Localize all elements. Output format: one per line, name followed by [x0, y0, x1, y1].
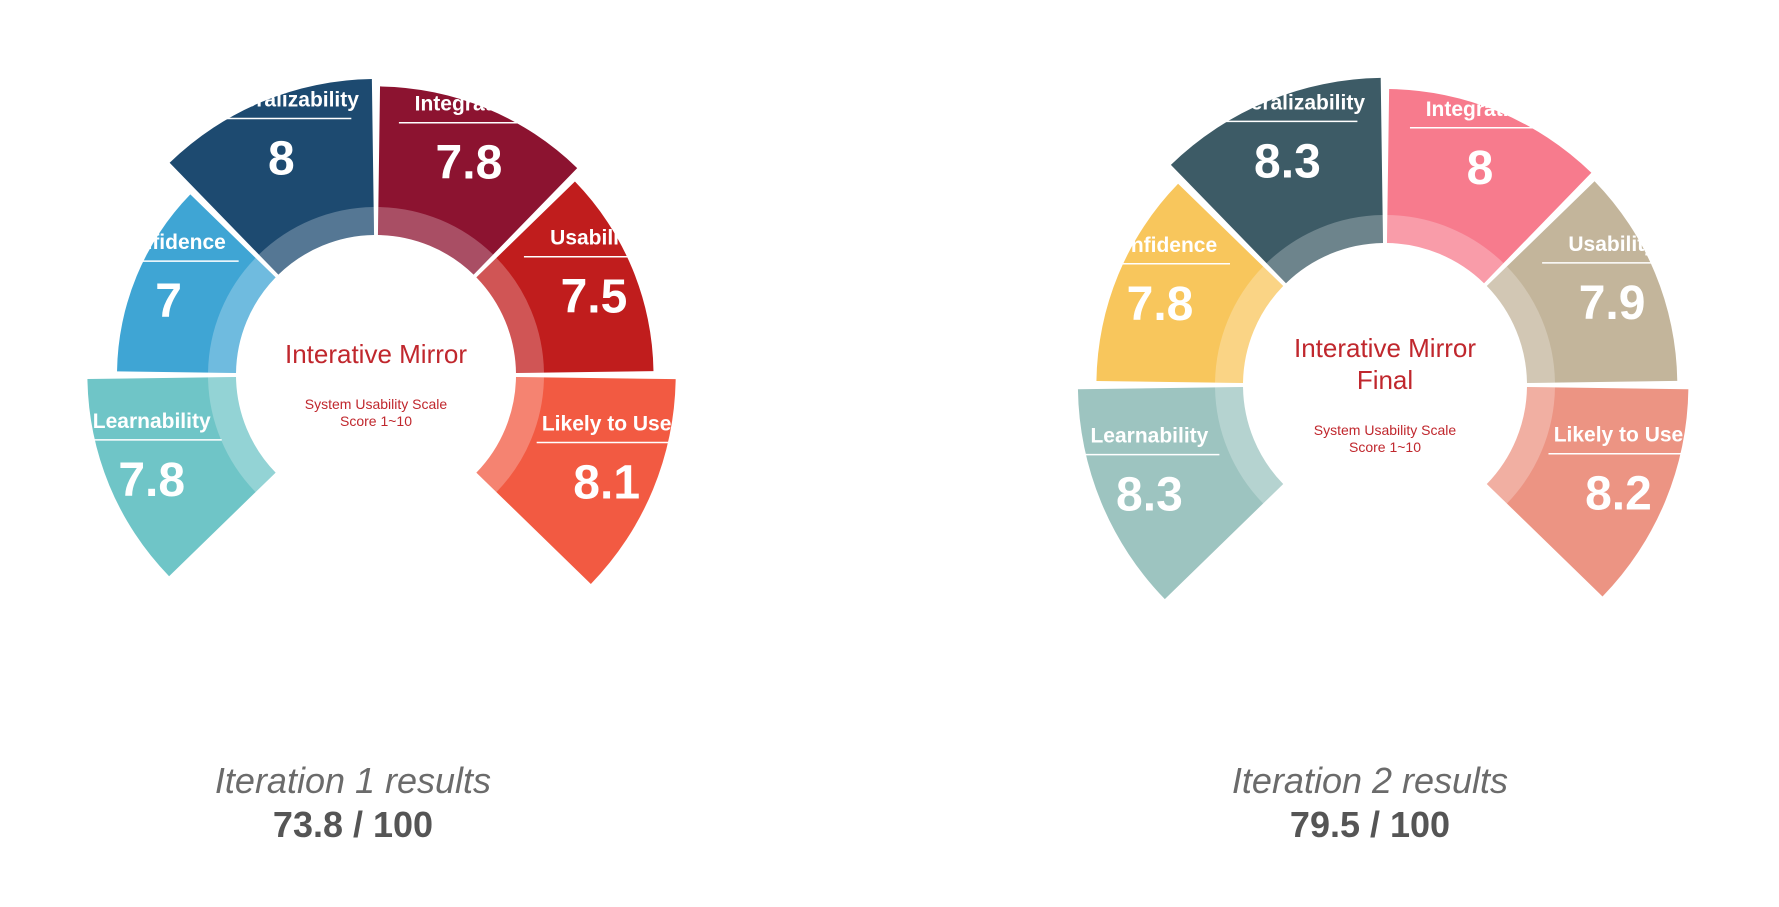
value-integration: 8 — [1467, 142, 1494, 195]
inner-ring-learnability — [208, 376, 277, 493]
value-learnability: 7.8 — [118, 454, 185, 507]
iteration-1-total-score: 73.8 / 100 — [272, 804, 434, 845]
segment-generalizability — [1170, 77, 1384, 284]
inner-ring-usability — [475, 257, 544, 374]
label-generalizability: Generalizability — [204, 88, 360, 111]
iteration-2-center-title: Interative Mirror Final — [1294, 333, 1476, 395]
label-likely-to-use: Likely to Use — [1554, 424, 1684, 447]
inner-ring-confidence — [208, 257, 277, 374]
label-generalizability: Generalizability — [1210, 91, 1366, 114]
iteration-1-center-subtitle: System Usability Scale Score 1~10 — [305, 396, 448, 429]
iteration-1-center-title: Interative Mirror — [285, 339, 467, 369]
value-usability: 7.9 — [1579, 277, 1646, 330]
segment-likely-to-use — [1486, 386, 1689, 597]
segment-likely-to-use — [476, 376, 676, 584]
value-usability: 7.5 — [561, 271, 628, 324]
segment-confidence — [117, 194, 276, 374]
iteration-2-radial-chart: Learnability 8.3 Confidence 7.8 Generalizabi… — [1077, 77, 1689, 600]
label-confidence: Confidence — [111, 231, 225, 254]
value-confidence: 7.8 — [1127, 278, 1194, 331]
iteration-1-caption-title: Iteration 1 results — [214, 760, 492, 801]
inner-ring-likely-to-use — [475, 376, 544, 493]
value-likely-to-use: 8.1 — [573, 457, 640, 510]
iteration-2-center-subtitle: System Usability Scale Score 1~10 — [1314, 422, 1457, 455]
inner-ring-generalizability — [1266, 215, 1384, 284]
label-integration: Integration — [415, 93, 524, 116]
inner-ring-usability — [1486, 266, 1555, 384]
iteration-1-caption: Iteration 1 results 73.8 / 100 — [103, 760, 603, 846]
value-likely-to-use: 8.2 — [1585, 468, 1652, 521]
label-usability: Usability — [1568, 233, 1656, 256]
inner-ring-integration — [377, 207, 494, 276]
label-usability: Usability — [550, 227, 638, 250]
inner-ring-integration — [1386, 215, 1504, 284]
segment-integration — [1386, 89, 1592, 284]
iteration-2-caption-title: Iteration 2 results — [1231, 760, 1509, 801]
inner-ring-generalizability — [258, 207, 375, 276]
value-learnability: 8.3 — [1116, 469, 1183, 522]
segment-generalizability — [169, 79, 375, 275]
label-learnability: Learnability — [93, 410, 211, 433]
iteration-2-total-score: 79.5 / 100 — [1289, 804, 1451, 845]
segment-usability — [1486, 181, 1678, 384]
iteration-1-radial-chart: Learnability 7.8 Confidence 7 Generalizabili… — [81, 79, 677, 584]
segment-integration — [377, 86, 578, 275]
segment-confidence — [1096, 183, 1284, 384]
label-learnability: Learnability — [1090, 425, 1208, 448]
value-generalizability: 8.3 — [1254, 135, 1321, 188]
segment-learnability — [1077, 386, 1284, 600]
value-integration: 7.8 — [436, 137, 503, 190]
value-confidence: 7 — [155, 275, 182, 328]
value-generalizability: 8 — [268, 132, 295, 185]
inner-ring-confidence — [1215, 266, 1284, 384]
label-likely-to-use: Likely to Use — [542, 413, 672, 436]
inner-ring-likely-to-use — [1486, 386, 1555, 504]
label-integration: Integration — [1426, 98, 1535, 121]
label-confidence: Confidence — [1103, 234, 1217, 257]
inner-ring-learnability — [1215, 386, 1284, 504]
segment-learnability — [87, 376, 276, 577]
iteration-2-caption: Iteration 2 results 79.5 / 100 — [1120, 760, 1620, 846]
segment-usability — [476, 181, 654, 374]
